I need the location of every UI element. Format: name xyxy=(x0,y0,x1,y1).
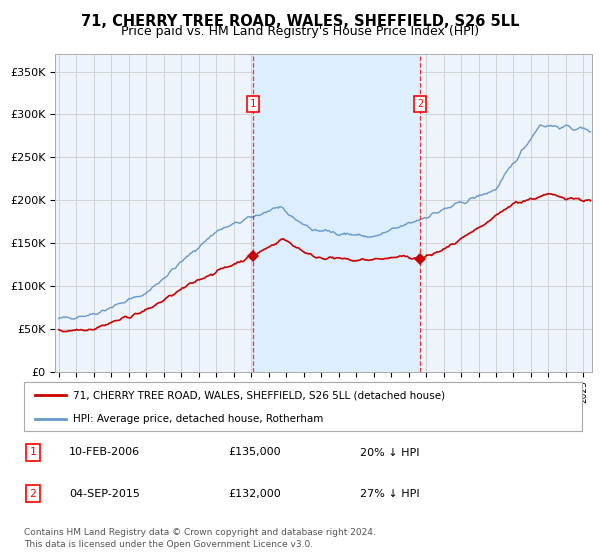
Text: £132,000: £132,000 xyxy=(228,489,281,499)
Text: HPI: Average price, detached house, Rotherham: HPI: Average price, detached house, Roth… xyxy=(73,414,323,424)
Text: 71, CHERRY TREE ROAD, WALES, SHEFFIELD, S26 5LL (detached house): 71, CHERRY TREE ROAD, WALES, SHEFFIELD, … xyxy=(73,391,445,401)
Text: 27% ↓ HPI: 27% ↓ HPI xyxy=(360,489,419,499)
Text: Price paid vs. HM Land Registry's House Price Index (HPI): Price paid vs. HM Land Registry's House … xyxy=(121,25,479,38)
Text: 2: 2 xyxy=(29,489,37,499)
Bar xyxy=(253,54,420,372)
Text: 04-SEP-2015: 04-SEP-2015 xyxy=(69,489,140,499)
Text: £135,000: £135,000 xyxy=(228,447,281,458)
Text: Contains HM Land Registry data © Crown copyright and database right 2024.: Contains HM Land Registry data © Crown c… xyxy=(24,528,376,536)
Text: 71, CHERRY TREE ROAD, WALES, SHEFFIELD, S26 5LL: 71, CHERRY TREE ROAD, WALES, SHEFFIELD, … xyxy=(81,14,519,29)
Text: This data is licensed under the Open Government Licence v3.0.: This data is licensed under the Open Gov… xyxy=(24,540,313,549)
Text: 10-FEB-2006: 10-FEB-2006 xyxy=(69,447,140,458)
Text: 1: 1 xyxy=(29,447,37,458)
Text: 2: 2 xyxy=(417,99,424,109)
Text: 20% ↓ HPI: 20% ↓ HPI xyxy=(360,447,419,458)
Text: 1: 1 xyxy=(250,99,256,109)
